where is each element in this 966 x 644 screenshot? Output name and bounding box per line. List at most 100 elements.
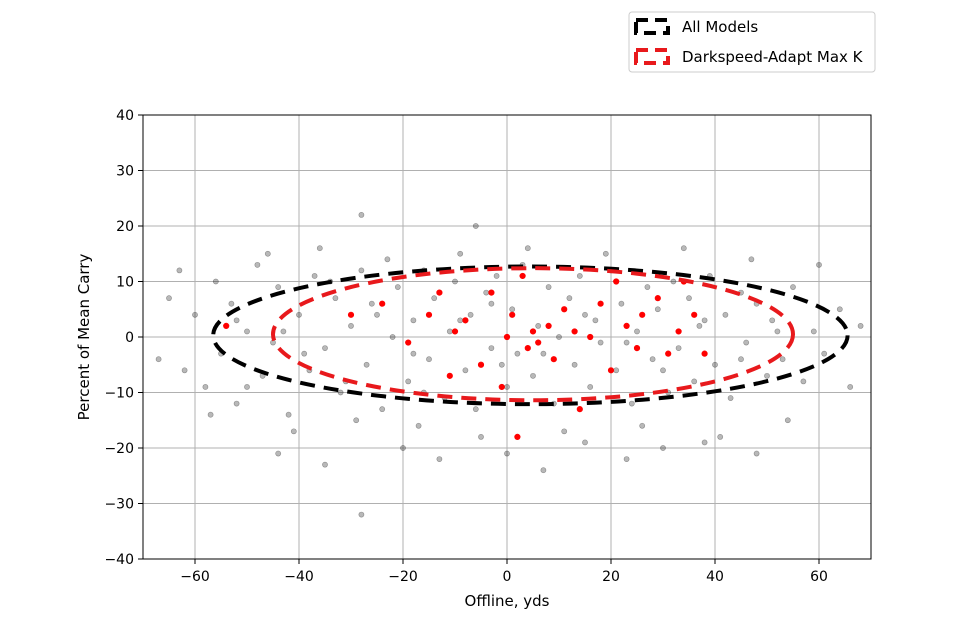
all-models-data-point	[644, 284, 651, 290]
all-models-data-point	[389, 334, 396, 340]
darkspeed-data-point	[587, 333, 594, 341]
all-models-data-point	[457, 317, 464, 324]
all-models-data-point	[701, 439, 708, 446]
darkspeed-data-point	[529, 328, 537, 335]
all-models-data-point	[462, 367, 469, 374]
darkspeed-data-point	[462, 317, 469, 324]
darkspeed-data-point	[665, 350, 672, 357]
all-models-data-point	[753, 450, 760, 457]
darkspeed-data-point	[488, 289, 495, 296]
darkspeed-ellipse	[271, 266, 795, 403]
y-tick-label: 30	[116, 164, 134, 180]
all-models-data-point	[301, 350, 308, 357]
all-models-data-point	[472, 406, 479, 413]
all-models-data-point	[446, 328, 453, 335]
all-models-data-point	[322, 345, 328, 351]
all-models-data-point	[800, 378, 807, 385]
all-models-data-point	[691, 378, 698, 385]
all-models-data-point	[176, 267, 183, 274]
darkspeed-data-point	[571, 328, 578, 335]
all-models-data-point	[457, 250, 464, 257]
all-models-data-point	[743, 339, 750, 346]
all-models-data-point	[696, 322, 703, 329]
all-models-data-point	[280, 328, 287, 335]
darkspeed-data-point	[675, 328, 682, 335]
all-models-data-point	[155, 356, 162, 363]
y-tick-label: 40	[116, 108, 134, 124]
darkspeed-data-point	[576, 406, 583, 413]
all-models-data-point	[686, 295, 692, 302]
all-models-data-point	[764, 372, 770, 379]
all-models-data-point	[353, 417, 360, 424]
all-models-data-point	[244, 384, 250, 390]
darkspeed-data-point	[451, 328, 459, 335]
all-models-data-point	[597, 339, 604, 346]
darkspeed-data-point	[654, 295, 661, 302]
all-models-data-point	[582, 311, 588, 318]
darkspeed-data-point	[535, 339, 542, 346]
all-models-data-point	[368, 300, 375, 307]
all-models-data-point	[618, 300, 625, 307]
all-models-data-point	[498, 361, 505, 368]
all-models-data-point	[582, 439, 588, 446]
all-models-data-point	[275, 284, 282, 290]
darkspeed-data-point	[639, 311, 646, 318]
legend-entry-darkspeed-adapt-max-k: Darkspeed-Adapt Max K	[634, 48, 864, 66]
all-models-data-point	[623, 339, 630, 346]
darkspeed-data-point	[633, 345, 641, 352]
all-models-data-point	[322, 461, 328, 468]
darkspeed-data-point	[514, 433, 521, 441]
darkspeed-data-point	[503, 333, 511, 341]
scatter-points	[155, 211, 864, 518]
all-models-data-point	[316, 245, 323, 252]
all-models-data-point	[478, 433, 484, 440]
x-tick-label: −40	[284, 569, 314, 585]
y-tick-label: 20	[116, 219, 134, 235]
all-models-data-point	[540, 350, 547, 357]
all-models-data-point	[649, 356, 656, 363]
all-models-data-point	[847, 384, 854, 390]
darkspeed-data-point	[607, 367, 615, 374]
all-models-data-point	[675, 345, 682, 351]
all-models-data-point	[202, 384, 209, 390]
darkspeed-data-point	[691, 311, 698, 318]
all-models-data-point	[244, 328, 250, 335]
all-models-data-point	[504, 384, 510, 390]
darkspeed-data-point	[477, 361, 485, 368]
all-models-data-point	[436, 456, 443, 462]
all-models-data-point	[524, 245, 531, 252]
darkspeed-data-point	[701, 350, 708, 357]
legend-label-darkspeed-adapt-max-k: Darkspeed-Adapt Max K	[682, 48, 864, 66]
all-models-data-point	[410, 350, 417, 357]
darkspeed-data-point	[425, 311, 433, 318]
darkspeed-data-point	[405, 339, 412, 346]
all-models-data-point	[431, 295, 438, 302]
darkspeed-data-point	[223, 322, 230, 330]
all-models-data-point	[374, 311, 380, 318]
all-models-data-point	[233, 400, 240, 407]
all-models-data-point	[727, 395, 734, 401]
all-models-data-point	[592, 317, 599, 324]
legend-swatch-all-models	[634, 18, 670, 35]
all-models-data-point	[810, 328, 817, 335]
y-tick-label: −20	[104, 441, 134, 457]
all-models-data-point	[530, 372, 536, 379]
all-models-data-point	[816, 261, 822, 268]
legend-swatch-darkspeed-adapt-max-k	[634, 48, 670, 65]
all-models-data-point	[535, 322, 542, 329]
x-axis-label: Offline, yds	[465, 592, 550, 610]
all-models-data-point	[784, 417, 791, 424]
all-models-data-point	[181, 367, 188, 374]
all-models-data-point	[467, 311, 474, 318]
x-axis-ticks: −60 −40 −20 0 20 40 60	[180, 559, 828, 585]
darkspeed-data-point	[613, 278, 620, 285]
all-models-data-point	[166, 295, 172, 302]
all-models-ellipse	[211, 264, 850, 407]
all-models-data-point	[452, 278, 458, 285]
all-models-data-point	[233, 317, 240, 324]
all-models-data-point	[504, 450, 510, 457]
y-tick-label: −40	[104, 552, 134, 568]
all-models-data-point	[738, 356, 744, 363]
all-models-data-point	[275, 450, 282, 457]
